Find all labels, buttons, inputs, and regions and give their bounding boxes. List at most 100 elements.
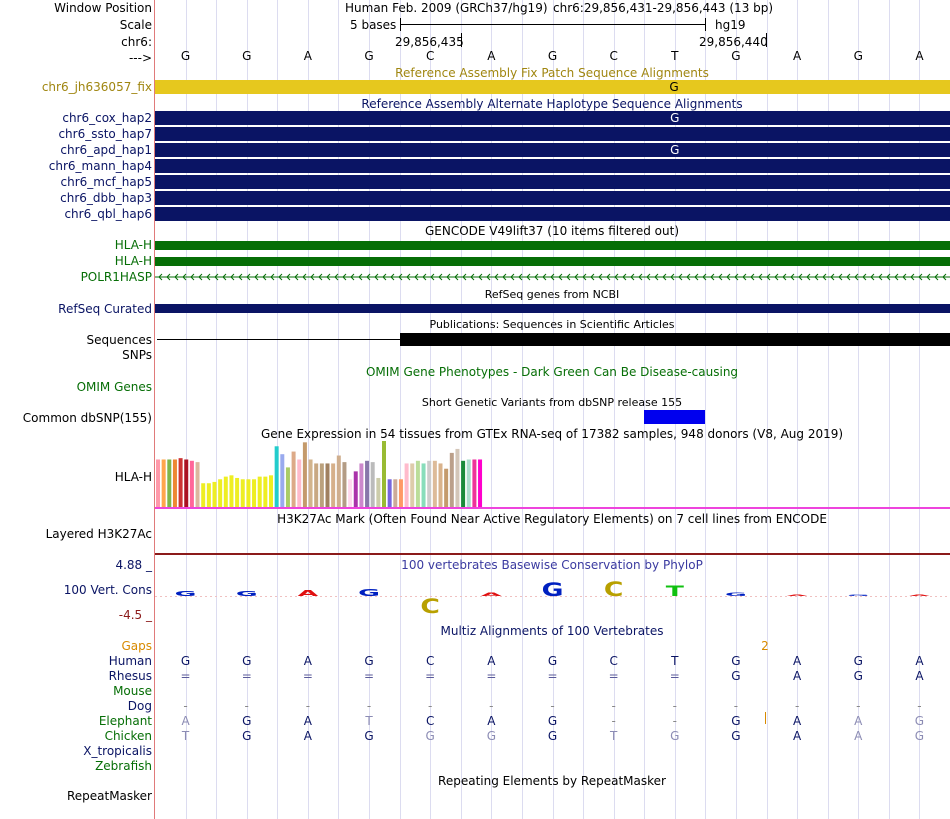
fix-patch-title: Reference Assembly Fix Patch Sequence Al… [395, 66, 709, 80]
strand-chevron [318, 273, 323, 281]
gtex-tissue-bar [195, 462, 200, 507]
gtex-tissue-bar [297, 459, 302, 507]
haplotype-label[interactable]: chr6_mcf_hap5 [60, 175, 153, 189]
gtex-tissue-bar [455, 448, 460, 507]
refseq-label[interactable]: RefSeq Curated [58, 302, 152, 316]
gtex-tissue-bar [421, 463, 426, 507]
gtex-tissue-bar [178, 458, 183, 507]
strand-chevron [822, 273, 827, 281]
species-label-zebrafish[interactable]: Zebrafish [95, 759, 152, 773]
haplotype-label[interactable]: chr6_apd_hap1 [60, 143, 152, 157]
gencode-bar-hla-h-1[interactable] [155, 241, 950, 250]
strand-chevron [310, 273, 315, 281]
alignment-base: A [915, 669, 924, 683]
sequences-label[interactable]: Sequences [86, 333, 152, 347]
gtex-tissue-bar [331, 463, 336, 507]
scale-bar-left-tick [400, 18, 401, 31]
phylop-base-glyph: C [420, 594, 440, 618]
gtex-tissue-bar [370, 462, 375, 507]
species-label-x-tropicalis[interactable]: X_tropicalis [83, 744, 152, 758]
haplotype-label[interactable]: chr6_mann_hap4 [48, 159, 152, 173]
dbsnp-label[interactable]: Common dbSNP(155) [22, 411, 152, 425]
gencode-label-polr1hasp[interactable]: POLR1HASP [80, 270, 152, 284]
haplotype-bar[interactable] [155, 175, 950, 189]
h3k27ac-label[interactable]: Layered H3K27Ac [45, 527, 152, 541]
strand-chevron [278, 273, 283, 281]
species-label-dog[interactable]: Dog [127, 699, 152, 713]
strand-chevron [182, 273, 187, 281]
alignment-base: T [181, 729, 190, 743]
repeatmasker-label[interactable]: RepeatMasker [66, 789, 152, 803]
gtex-tissue-bar [404, 463, 409, 507]
publications-bar[interactable] [400, 333, 950, 346]
species-label-mouse[interactable]: Mouse [113, 684, 152, 698]
snps-label[interactable]: SNPs [122, 348, 152, 362]
base-letter: G [242, 49, 252, 63]
alignment-base: - [856, 699, 861, 713]
haplotype-label[interactable]: chr6_dbb_hap3 [60, 191, 152, 205]
species-label-human[interactable]: Human [108, 654, 152, 668]
strand-chevron [326, 273, 331, 281]
haplotype-bar[interactable] [155, 127, 950, 141]
haplotype-bar[interactable] [155, 143, 950, 157]
gencode-label-hla-h-1[interactable]: HLA-H [114, 238, 152, 252]
gencode-bar-hla-h-2[interactable] [155, 257, 950, 266]
fix-patch-label[interactable]: chr6_jh636057_fix [41, 80, 152, 94]
gtex-title: Gene Expression in 54 tissues from GTEx … [260, 427, 844, 441]
haplotype-bar[interactable] [155, 191, 950, 205]
species-label-rhesus[interactable]: Rhesus [108, 669, 152, 683]
haplotype-label[interactable]: chr6_ssto_hap7 [58, 127, 152, 141]
gtex-tissue-bar [291, 451, 296, 507]
gtex-tissue-bar [206, 483, 211, 507]
strand-chevron [878, 273, 883, 281]
omim-label[interactable]: OMIM Genes [76, 380, 152, 394]
gtex-tissue-bar [201, 483, 206, 507]
haplotype-bar[interactable] [155, 111, 950, 125]
phylop-base-glyph: C [604, 577, 624, 601]
fix-patch-bar[interactable] [155, 80, 950, 94]
gtex-label[interactable]: HLA-H [114, 470, 152, 484]
strand-chevron [390, 273, 395, 281]
alignment-base: A [915, 654, 924, 668]
phylop-base-glyph: T [666, 583, 685, 600]
alignment-base: G [242, 729, 252, 743]
gtex-tissue-bar [269, 475, 273, 507]
strand-chevron [510, 273, 515, 281]
strand-chevron [214, 273, 219, 281]
strand-chevron [334, 273, 339, 281]
h3k27ac-baseline [155, 553, 950, 555]
gencode-label-hla-h-2[interactable]: HLA-H [114, 254, 152, 268]
strand-chevron [662, 273, 667, 281]
gtex-bar-chart[interactable] [155, 441, 950, 511]
phylop-logo-track[interactable]: G G A GC A G C T G A G A [155, 574, 950, 624]
publications-line [157, 339, 400, 340]
phylop-base-glyph: G [542, 580, 564, 601]
strand-chevron [862, 273, 867, 281]
strand-chevron [670, 273, 675, 281]
track-area[interactable]: Human Feb. 2009 (GRCh37/hg19) chr6:29,85… [155, 0, 950, 819]
gtex-tissue-bar [398, 479, 403, 507]
phylop-name-label[interactable]: 100 Vert. Cons [63, 583, 152, 597]
species-label-elephant[interactable]: Elephant [98, 714, 152, 728]
gencode-bar-polr1hasp[interactable] [155, 270, 950, 284]
haplotype-bar[interactable] [155, 207, 950, 221]
species-label-chicken[interactable]: Chicken [104, 729, 152, 743]
alignment-base: - [244, 699, 249, 713]
haplotype-bar[interactable] [155, 159, 950, 173]
alignment-base: G [853, 669, 863, 683]
haplotype-label[interactable]: chr6_cox_hap2 [62, 111, 152, 125]
strand-chevron [606, 273, 611, 281]
strand-chevron [918, 273, 923, 281]
haplotype-base: G [670, 111, 680, 125]
haplotype-label[interactable]: chr6_qbl_hap6 [64, 207, 152, 221]
gtex-tissue-bar [359, 463, 364, 507]
base-letter: G [364, 49, 374, 63]
dbsnp-variant[interactable] [644, 410, 705, 424]
alignment-base: - [672, 699, 677, 713]
strand-chevron [246, 273, 251, 281]
alignment-base: - [733, 699, 739, 713]
alignment-base: T [365, 714, 373, 728]
alignment-base: A [793, 714, 802, 728]
refseq-bar[interactable] [155, 304, 950, 313]
strand-chevron [374, 273, 379, 281]
